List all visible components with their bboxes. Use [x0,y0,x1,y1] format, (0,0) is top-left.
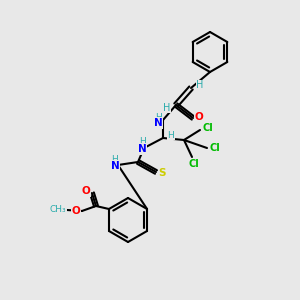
Text: H: H [139,137,145,146]
Text: H: H [168,130,174,140]
Text: H: H [196,80,204,90]
Text: O: O [72,206,80,216]
Text: O: O [82,186,90,196]
Text: O: O [195,112,203,122]
Text: N: N [138,144,146,154]
Text: CH₃: CH₃ [50,205,66,214]
Text: N: N [111,161,119,171]
Text: N: N [154,118,162,128]
Text: H: H [163,103,171,113]
Text: H: H [154,112,161,122]
Text: S: S [158,168,166,178]
Text: Cl: Cl [210,143,220,153]
Text: Cl: Cl [202,123,213,133]
Text: Cl: Cl [189,159,200,169]
Text: H: H [112,154,118,164]
